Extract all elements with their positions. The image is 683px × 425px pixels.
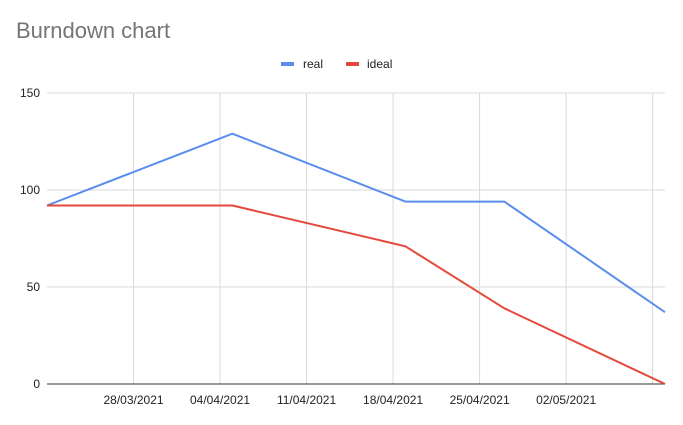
x-tick-label: 28/03/2021 [103,393,163,407]
x-tick-label: 04/04/2021 [190,393,250,407]
legend-label-real: real [303,57,323,71]
series-line-real [46,132,666,314]
x-axis-tick-labels: 28/03/2021 04/04/2021 11/04/2021 18/04/2021… [103,393,596,407]
y-axis-tick-labels: 0 50 100 150 [20,86,40,391]
x-tick-label: 02/05/2021 [536,393,596,407]
y-tick-label: 50 [27,280,41,294]
x-tick-label: 25/04/2021 [450,393,510,407]
legend-swatch-ideal [346,62,359,66]
x-tick-label: 18/04/2021 [363,393,423,407]
y-tick-label: 100 [20,183,40,197]
series-line-ideal [47,204,666,385]
chart-title: Burndown chart [16,18,171,43]
y-tick-label: 150 [20,86,40,100]
legend-swatch-real [281,62,294,66]
grid-lines [47,92,665,384]
x-tick-label: 11/04/2021 [277,393,336,407]
legend-label-ideal: ideal [367,57,392,71]
y-tick-label: 0 [33,377,40,391]
series-lines [46,132,666,385]
legend: real ideal [281,57,392,71]
